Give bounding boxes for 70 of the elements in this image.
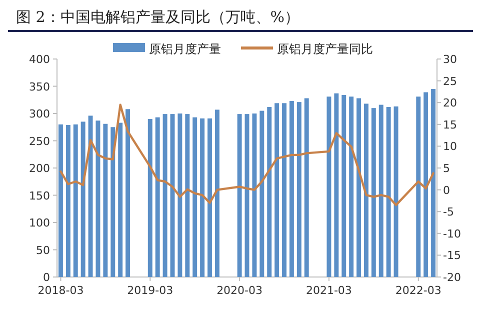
y2-tick-label: -10 [443,227,461,240]
bar [126,109,130,277]
y2-tick-label: 30 [443,53,457,66]
bar [192,117,198,277]
bar [208,118,212,277]
bar [416,96,421,277]
bar [386,106,391,277]
bar [110,127,116,277]
y-tick-label: 200 [29,162,50,175]
bar [58,124,63,277]
bar [103,124,108,277]
bar [267,106,272,277]
bar [252,114,257,277]
x-tick-label: 2019-03 [127,284,174,297]
y-tick-label: 0 [43,271,50,284]
y2-tick-label: 20 [443,96,457,110]
bar [378,104,384,277]
bar [96,120,100,277]
bar [178,114,182,277]
y-tick-label: 50 [36,244,50,257]
bar [260,110,264,277]
y2-tick-label: 15 [443,118,457,132]
y2-tick-label: 5 [443,162,450,175]
bar [334,93,339,277]
y-tick-label: 350 [29,80,50,94]
legend-label: 原铝月度产量 [149,42,221,56]
bar [274,103,280,277]
bar [296,102,302,277]
y-tick-label: 400 [29,53,50,66]
y-tick-label: 250 [29,134,50,148]
x-tick-label: 2021-03 [306,284,352,297]
y-tick-label: 300 [29,108,50,120]
bar [349,96,354,277]
bar [73,124,78,277]
y-tick-label: 100 [29,216,50,230]
bar [289,100,294,277]
bar [356,98,361,277]
y2-tick-label: -5 [443,206,454,219]
bar [342,94,346,277]
y2-tick-label: 25 [443,74,457,88]
bar [371,108,376,277]
bar [237,114,242,277]
bar [148,118,152,277]
bar [88,116,93,277]
bar [80,122,86,277]
x-tick-label: 2022-03 [395,284,442,297]
bar [364,104,368,277]
y2-tick-label: 10 [443,140,457,154]
line-series [60,104,434,206]
x-tick-label: 2018-03 [38,284,84,297]
x-tick-label: 2020-03 [216,284,263,297]
bar [66,124,70,277]
bar [214,110,220,277]
bar [185,114,190,277]
y-tick-label: 150 [29,189,50,202]
chart-title: 图 2：中国电解铝产量及同比（万吨、%） [16,8,300,26]
bar [431,88,436,277]
legend-label: 原铝月度产量同比 [277,42,373,56]
bar [326,96,332,277]
bar [155,117,160,277]
bar [118,122,123,277]
bar [424,92,428,277]
y2-tick-label: 0 [443,184,450,197]
y2-tick-label: -15 [443,249,461,262]
bar [394,106,398,277]
bar [200,118,205,277]
bar [282,103,286,277]
bar [304,98,309,277]
bar [162,114,168,277]
y2-tick-label: -20 [443,271,461,284]
